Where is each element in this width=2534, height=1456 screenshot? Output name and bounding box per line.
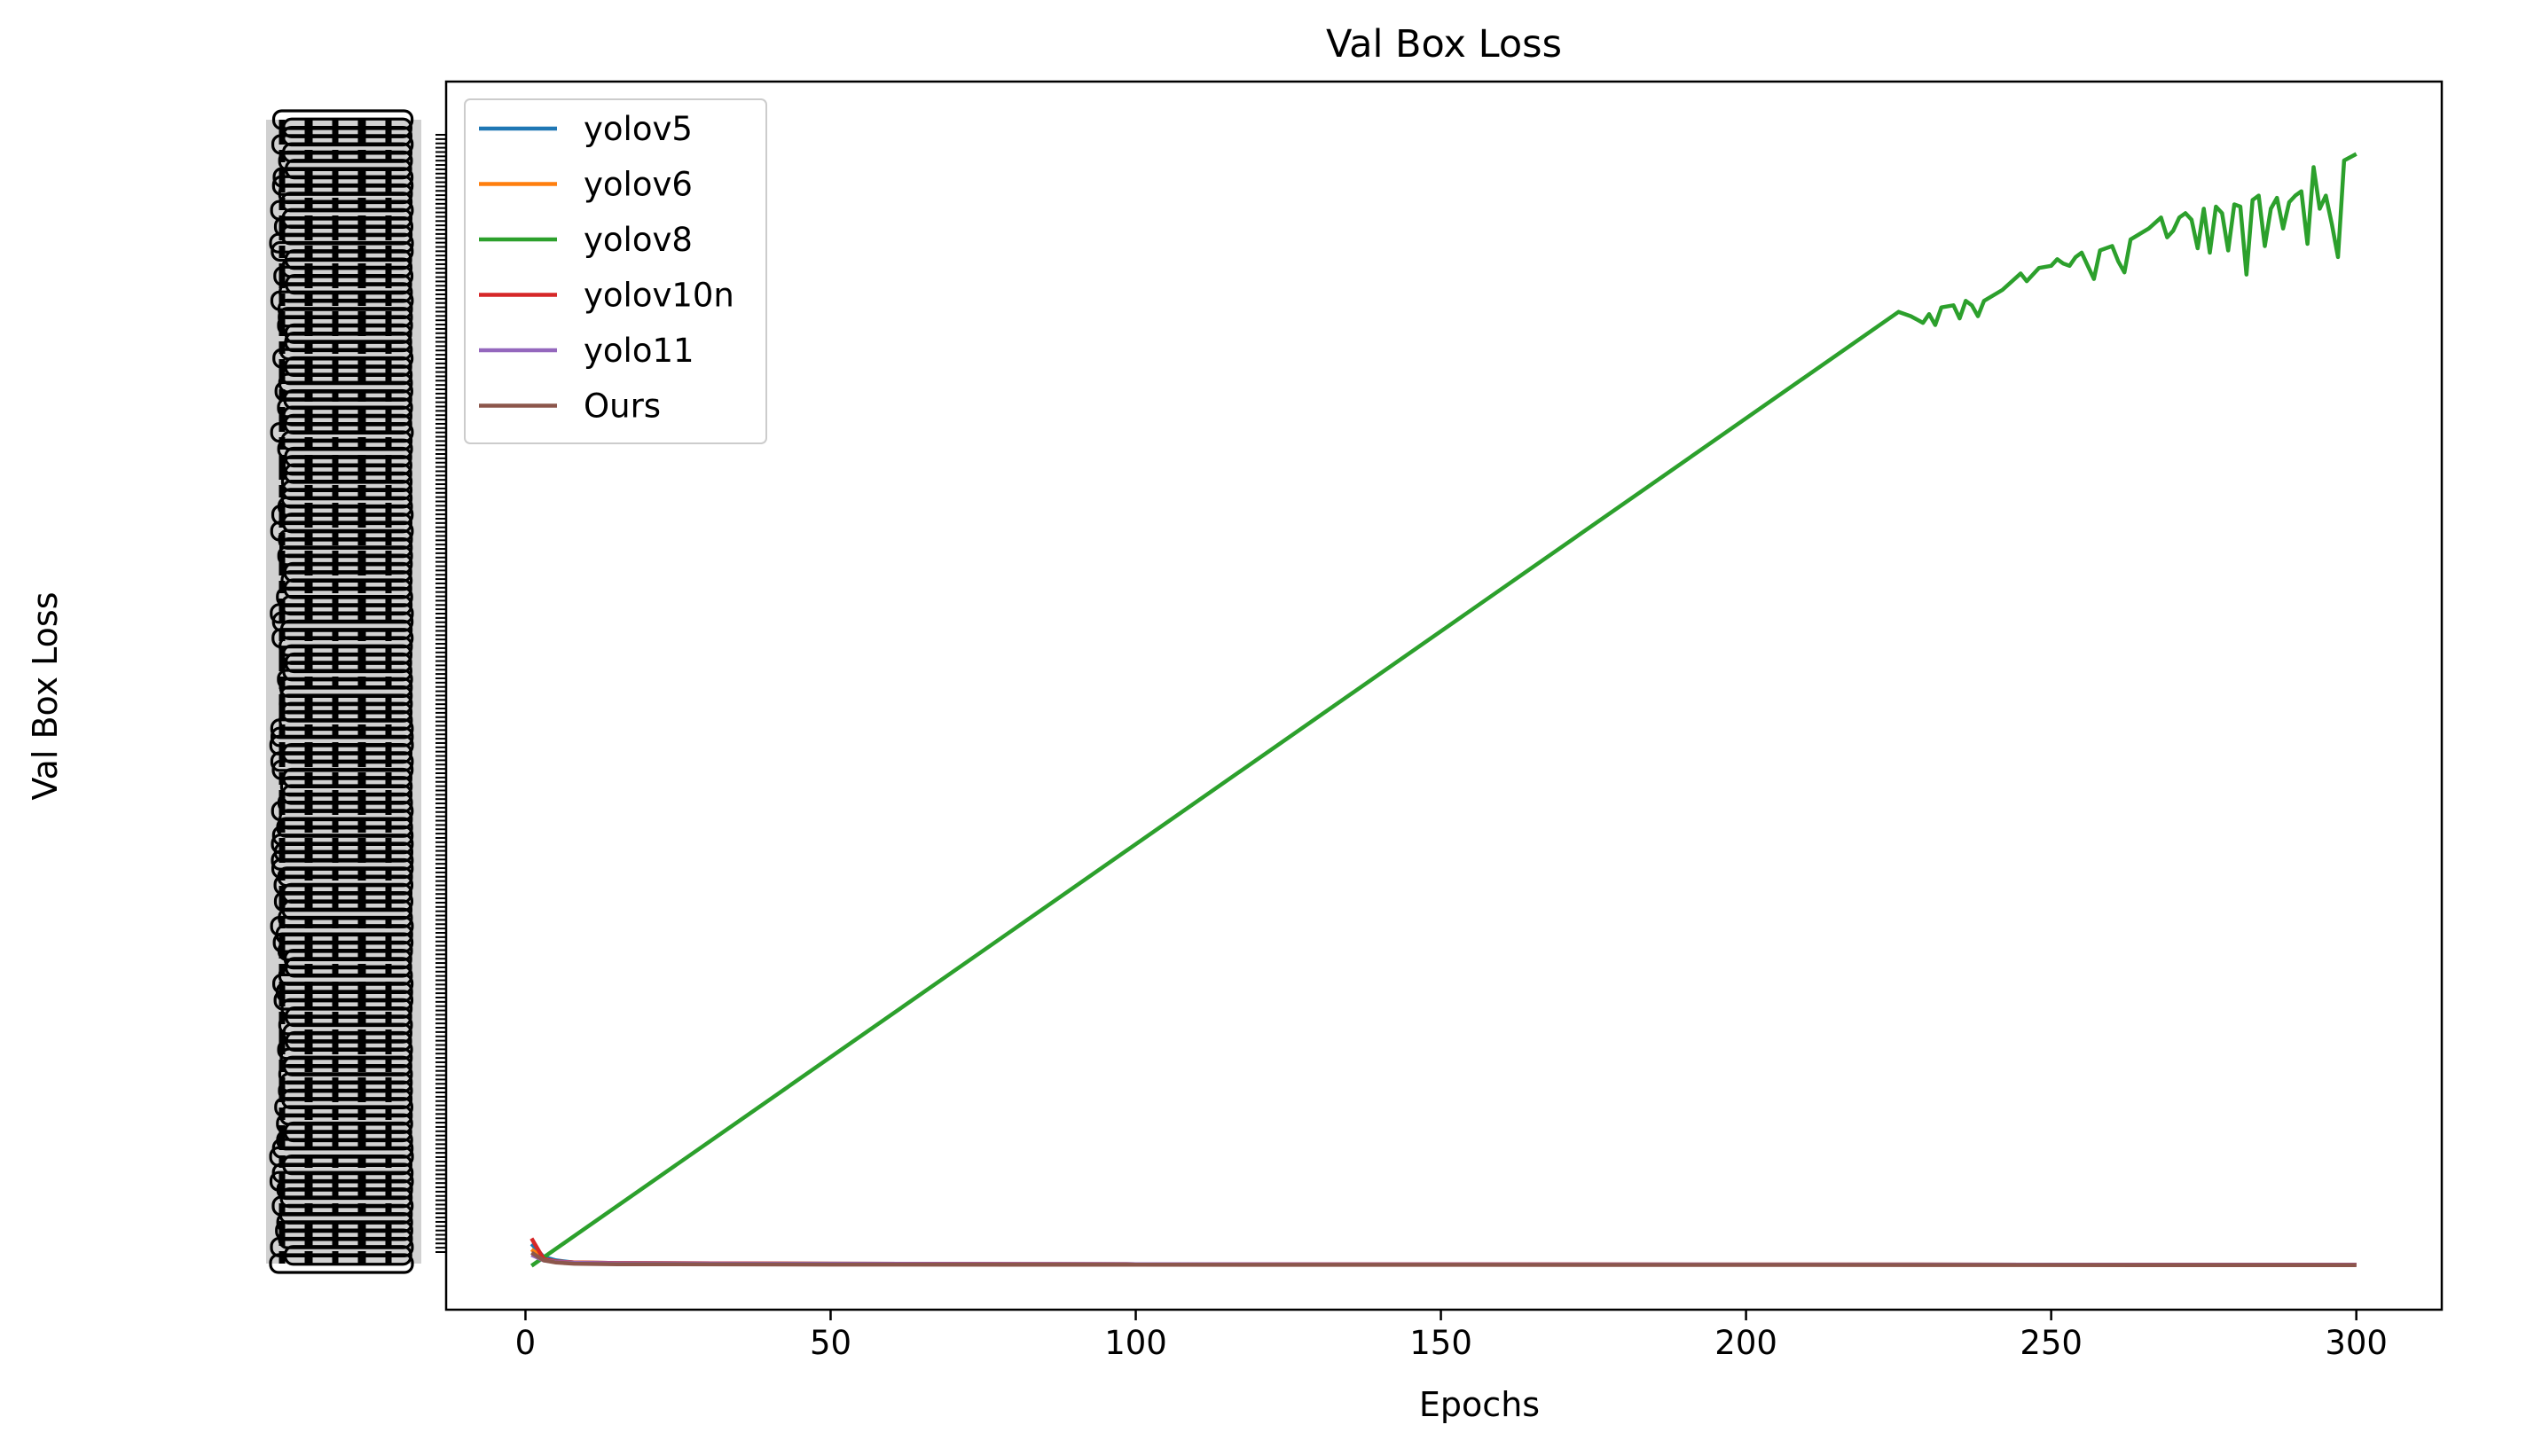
x-tick-label: 150 xyxy=(1409,1324,1472,1362)
y-axis-label: Val Box Loss xyxy=(26,591,65,800)
legend-label: Ours xyxy=(584,387,661,426)
x-axis-label: Epochs xyxy=(1419,1385,1540,1424)
legend-label: yolov10n xyxy=(584,277,734,315)
legend-label: yolov5 xyxy=(584,110,693,148)
x-tick-label: 300 xyxy=(2325,1324,2388,1362)
y-tick-label-clutter xyxy=(271,109,414,130)
series-layer xyxy=(530,152,2357,1268)
series-line-yolov10n xyxy=(530,1237,2357,1267)
series-line-ours xyxy=(530,1250,2357,1268)
x-tick-label: 100 xyxy=(1104,1324,1167,1362)
x-tick-label: 50 xyxy=(810,1324,851,1362)
chart-title: Val Box Loss xyxy=(1326,22,1562,67)
series-line-yolov8 xyxy=(530,152,2357,1268)
x-tick-label: 200 xyxy=(1714,1324,1777,1362)
legend-label: yolov8 xyxy=(584,221,693,259)
y-tick-clutter xyxy=(266,109,421,1274)
y-ticks xyxy=(435,134,446,1253)
x-tick-label: 250 xyxy=(2020,1324,2083,1362)
legend: yolov5 yolov6 yolov8 yolov10n yolo11 Ours xyxy=(464,98,767,444)
legend-label: yolo11 xyxy=(584,332,694,370)
legend-label: yolov6 xyxy=(584,166,693,204)
x-tick-label: 0 xyxy=(515,1324,537,1362)
plot-frame xyxy=(444,80,2444,1311)
y-tick-label-clutter xyxy=(266,120,421,1264)
x-ticks: 0 50 100 150 200 250 300 xyxy=(515,1310,2388,1362)
